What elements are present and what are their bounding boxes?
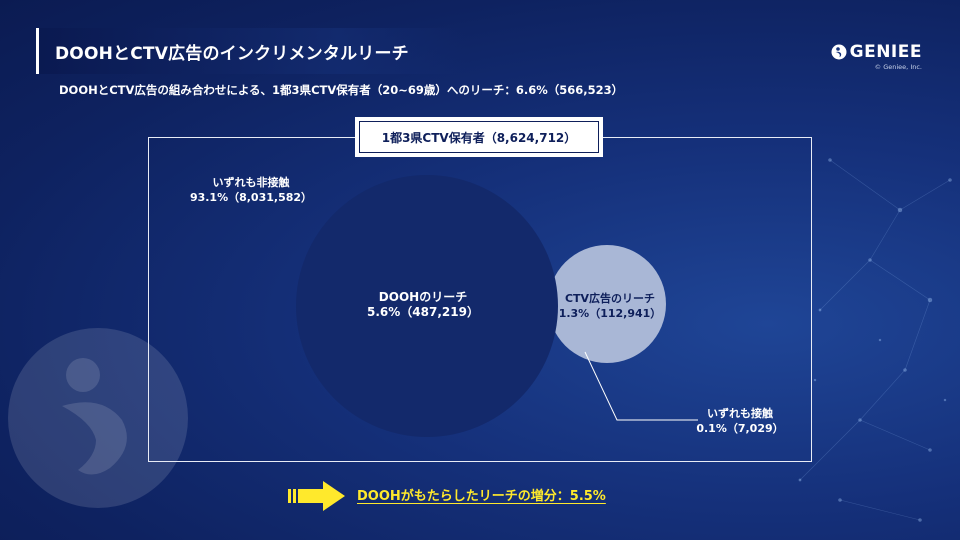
watermark-logo-ring xyxy=(8,328,188,508)
dooh-title: DOOHのリーチ xyxy=(378,290,468,304)
dooh-value: 5.6%（487,219） xyxy=(367,305,479,319)
incremental-reach-text: DOOHがもたらしたリーチの増分：5.5% xyxy=(357,489,606,504)
ctv-value: 1.3%（112,941） xyxy=(558,307,662,320)
page-title: DOOHとCTV広告のインクリメンタルリーチ xyxy=(55,43,409,64)
copyright: © Geniee, Inc. xyxy=(874,63,922,71)
ctv-circle xyxy=(548,245,666,363)
both-contact-label: いずれも接触 0.1%（7,029） xyxy=(690,406,790,436)
network-pattern xyxy=(798,158,952,522)
geniee-logo-icon xyxy=(831,44,847,60)
both-contact-title: いずれも接触 xyxy=(707,407,773,420)
ctv-reach-label: CTV広告のリーチ 1.3%（112,941） xyxy=(545,291,675,321)
subtitle: DOOHとCTV広告の組み合わせによる、1都3県CTV保有者（20~69歳）への… xyxy=(59,83,624,97)
ctv-title: CTV広告のリーチ xyxy=(564,292,656,305)
neither-value: 93.1%（8,031,582） xyxy=(189,191,313,204)
neither-reach-label: いずれも非接触 93.1%（8,031,582） xyxy=(186,175,316,205)
watermark-logo-body xyxy=(62,402,127,475)
arrow-right-icon xyxy=(288,481,345,511)
neither-title: いずれも非接触 xyxy=(212,176,290,189)
dooh-reach-label: DOOHのリーチ 5.6%（487,219） xyxy=(348,290,498,320)
title-bar: DOOHとCTV広告のインクリメンタルリーチ xyxy=(36,28,466,74)
universe-label: 1都3県CTV保有者（8,624,712） xyxy=(381,130,577,145)
watermark-logo-head xyxy=(66,358,100,392)
brand-name: GENIEE xyxy=(849,42,922,62)
leader-line xyxy=(584,351,698,421)
both-contact-value: 0.1%（7,029） xyxy=(696,422,784,435)
brand-logo: GENIEE © Geniee, Inc. xyxy=(831,42,922,71)
dooh-circle xyxy=(296,175,558,437)
